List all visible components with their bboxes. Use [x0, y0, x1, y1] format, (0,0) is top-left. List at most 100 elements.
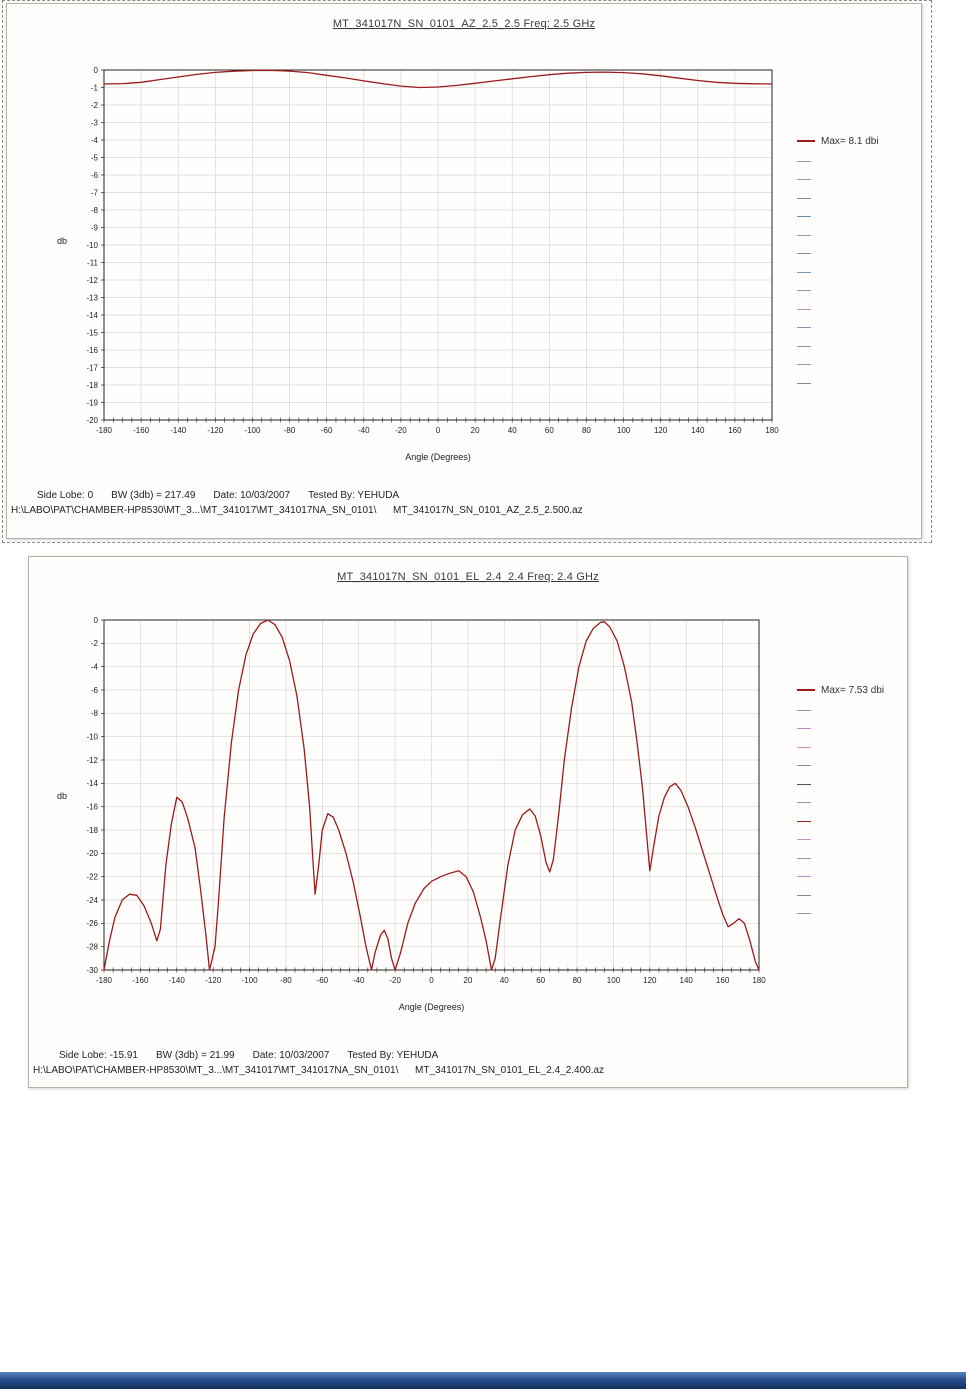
svg-text:-120: -120: [205, 976, 222, 985]
svg-text:-160: -160: [132, 976, 149, 985]
x-axis-label: Angle (Degrees): [398, 1002, 465, 1012]
legend-dash-row: [797, 757, 884, 776]
svg-text:-180: -180: [96, 426, 113, 435]
legend-dash-row: [797, 171, 879, 190]
svg-text:-80: -80: [284, 426, 296, 435]
az-panel-dashed-outline: [2, 0, 932, 543]
legend-dash: [797, 327, 811, 329]
svg-text:-16: -16: [86, 346, 98, 355]
legend-dash-row: [797, 356, 879, 375]
legend-dash-row: [797, 300, 879, 319]
legend-entry: Max= 8.1 dbi: [797, 134, 879, 148]
legend-dash-row: [797, 152, 879, 171]
svg-text:140: 140: [691, 426, 705, 435]
legend-dash-row: [797, 282, 879, 301]
legend-dash: [797, 179, 811, 181]
legend-dash: [797, 746, 811, 748]
legend-dash-row: [797, 189, 879, 208]
svg-text:-20: -20: [389, 976, 401, 985]
legend-entry: Max= 7.53 dbi: [797, 683, 884, 697]
svg-text:-10: -10: [86, 732, 98, 741]
svg-text:180: 180: [752, 976, 766, 985]
svg-text:120: 120: [643, 976, 657, 985]
tested-by-value: Tested By: YEHUDA: [308, 490, 400, 501]
legend-dash-row: [797, 245, 879, 264]
legend-dash: [797, 345, 811, 347]
legend-dash: [797, 308, 811, 310]
svg-text:-14: -14: [86, 311, 98, 320]
legend-dash-row: [797, 208, 879, 227]
svg-text:-16: -16: [86, 802, 98, 811]
svg-text:0: 0: [94, 616, 99, 625]
legend-dash: [797, 253, 811, 255]
chart-footer-stats: Side Lobe: -15.91 BW (3db) = 21.99 Date: 1…: [59, 1050, 456, 1061]
svg-text:60: 60: [536, 976, 545, 985]
chart-title: MT_341017N_SN_0101_AZ_2.5_2.5 Freq: 2.5 …: [332, 18, 596, 30]
svg-text:40: 40: [508, 426, 517, 435]
svg-text:80: 80: [582, 426, 591, 435]
svg-text:100: 100: [607, 976, 621, 985]
legend-dash-row: [797, 738, 884, 757]
svg-text:-15: -15: [86, 328, 98, 337]
svg-text:-4: -4: [91, 136, 99, 145]
svg-text:-140: -140: [169, 976, 186, 985]
el-pattern-plot: 0 -2 -4 -6 -8 -10 -12 -14 -16 -18 -20 -22 -24 -26 -28 -…: [86, 616, 766, 985]
svg-text:-9: -9: [91, 223, 99, 232]
legend-dash: [797, 216, 811, 218]
legend-dash-row: [797, 701, 884, 720]
svg-text:40: 40: [500, 976, 509, 985]
svg-text:120: 120: [654, 426, 668, 435]
legend-dash-row: [797, 905, 884, 924]
svg-text:-100: -100: [244, 426, 261, 435]
svg-text:-7: -7: [91, 188, 99, 197]
legend-dash-row: [797, 337, 879, 356]
el-chart-panel: MT_341017N_SN_0101_EL_2.4_2.4 Freq: 2.4 …: [28, 556, 908, 1088]
svg-text:-6: -6: [91, 171, 99, 180]
legend-dash-row: [797, 831, 884, 850]
legend-dash: [797, 709, 811, 711]
svg-text:140: 140: [680, 976, 694, 985]
legend-dash: [797, 783, 811, 785]
svg-text:-19: -19: [86, 398, 98, 407]
legend: Max= 8.1 dbi: [797, 134, 879, 393]
pattern-trace: [103, 619, 760, 971]
legend-label: Max= 8.1 dbi: [821, 135, 879, 147]
legend-dash: [797, 765, 811, 767]
svg-text:-11: -11: [87, 258, 99, 267]
file-path: H:\LABO\PAT\CHAMBER-HP8530\MT_3...\MT_34…: [33, 1065, 605, 1076]
az-chart-panel: MT_341017N_SN_0101_AZ_2.5_2.5 Freq: 2.5 …: [6, 3, 922, 539]
svg-text:-40: -40: [358, 426, 370, 435]
bw-value: BW (3db) = 21.99: [155, 1050, 235, 1061]
svg-text:-30: -30: [86, 966, 98, 975]
svg-text:-12: -12: [86, 756, 98, 765]
legend-dash: [797, 234, 811, 236]
svg-text:-20: -20: [395, 426, 407, 435]
legend-dash: [797, 913, 811, 915]
legend-dash-row: [797, 319, 879, 338]
svg-text:-140: -140: [170, 426, 187, 435]
legend-line-sample: [797, 140, 815, 142]
legend-dash-row: [797, 868, 884, 887]
svg-text:-60: -60: [317, 976, 329, 985]
svg-text:-4: -4: [91, 662, 99, 671]
legend-dash-row: [797, 720, 884, 739]
legend-dash-row: [797, 374, 879, 393]
x-axis-label: Angle (Degrees): [405, 452, 471, 462]
svg-text:160: 160: [716, 976, 730, 985]
legend-dash: [797, 160, 811, 162]
svg-text:0: 0: [429, 976, 434, 985]
svg-text:-26: -26: [86, 919, 98, 928]
svg-text:20: 20: [463, 976, 472, 985]
svg-text:0: 0: [436, 426, 441, 435]
svg-text:160: 160: [728, 426, 742, 435]
svg-text:-22: -22: [86, 872, 98, 881]
chart-footer-stats: Side Lobe: 0 BW (3db) = 217.49 Date: 10/03…: [37, 490, 417, 501]
bw-value: BW (3db) = 217.49: [111, 490, 196, 501]
legend-dash: [797, 839, 811, 841]
svg-text:0: 0: [94, 66, 99, 75]
date-value: Date: 10/03/2007: [213, 490, 291, 501]
svg-text:-120: -120: [207, 426, 224, 435]
svg-text:-6: -6: [91, 686, 99, 695]
svg-text:-24: -24: [86, 896, 98, 905]
y-axis-label: db: [57, 791, 68, 801]
